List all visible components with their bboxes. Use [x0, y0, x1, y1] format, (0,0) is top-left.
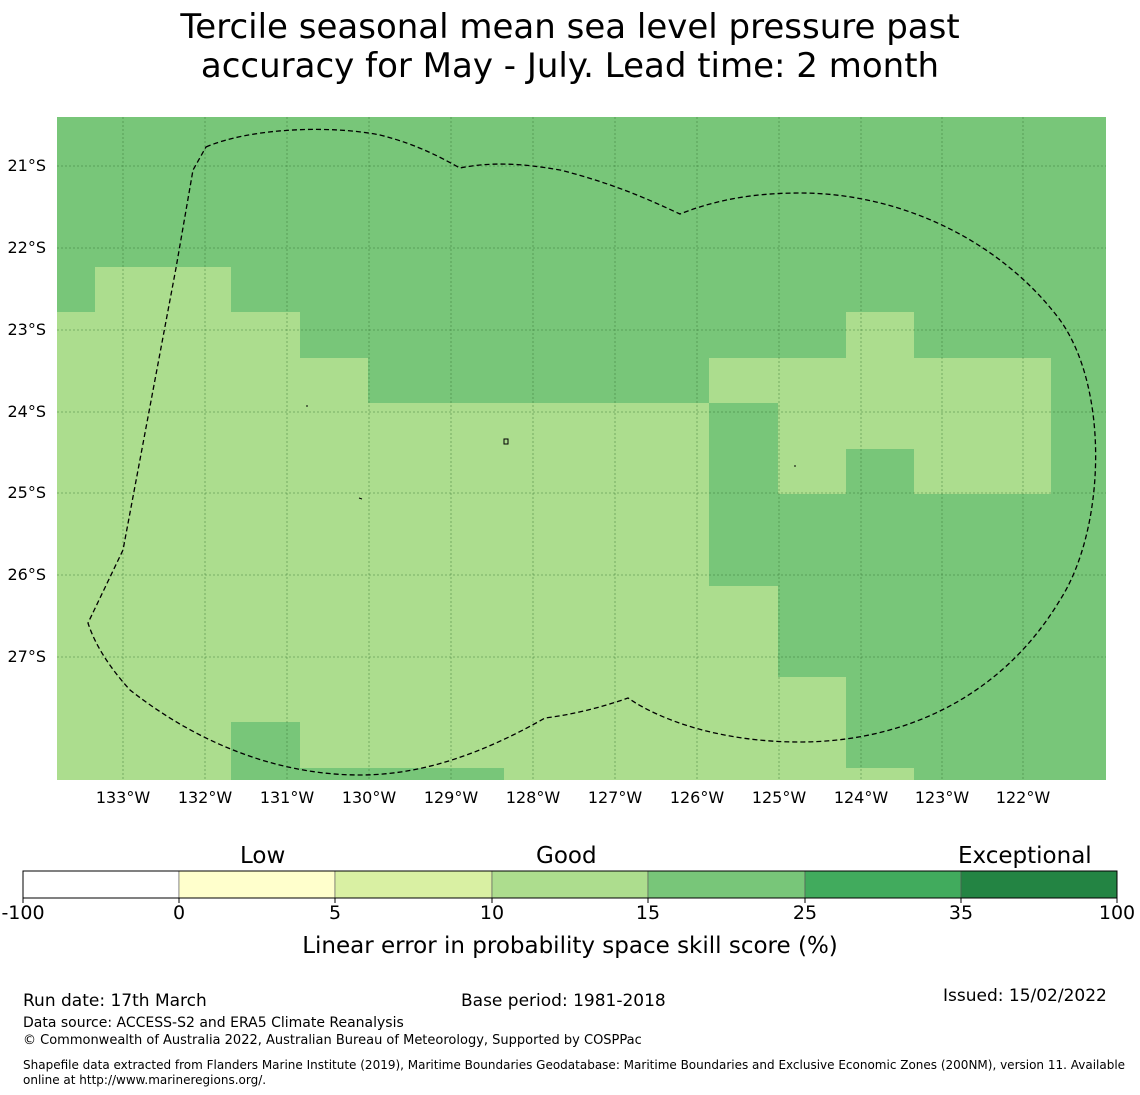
latitude-label: 23°S [7, 320, 46, 339]
data-source: Data source: ACCESS-S2 and ERA5 Climate … [23, 1015, 404, 1031]
skill-cell [846, 449, 914, 494]
skill-cell [1051, 358, 1106, 494]
colorbar [22, 870, 1118, 903]
longitude-label: 133°W [95, 788, 151, 807]
longitude-label: 132°W [177, 788, 233, 807]
skill-cell [231, 722, 300, 780]
latitude-label: 24°S [7, 402, 46, 421]
skill-cell [368, 358, 709, 403]
skill-grid-cells [57, 117, 1106, 780]
colorbar-tick-label: 35 [948, 902, 974, 924]
island-outline [358, 497, 363, 500]
title-line-1: Tercile seasonal mean sea level pressure… [180, 7, 960, 47]
shapefile-credit-line-2: online at http://www.marineregions.org/. [23, 1073, 267, 1087]
island-outlines [306, 405, 796, 500]
colorbar-label: Linear error in probability space skill … [302, 933, 838, 959]
longitude-label: 124°W [833, 788, 889, 807]
skill-cell [846, 677, 1106, 768]
graticule [57, 117, 1106, 780]
run-date: Run date: 17th March [23, 991, 207, 1011]
copyright: © Commonwealth of Australia 2022, Austra… [23, 1033, 642, 1048]
skill-cell [709, 403, 778, 586]
category-label-exceptional: Exceptional [958, 843, 1092, 869]
colorbar-segment [647, 870, 806, 899]
category-label-low: Low [240, 843, 286, 869]
colorbar-segment [491, 870, 649, 899]
base-period: Base period: 1981-2018 [461, 991, 666, 1011]
longitude-label: 123°W [914, 788, 970, 807]
skill-cell [914, 312, 1106, 358]
colorbar-tick-label: 15 [635, 902, 661, 924]
shapefile-credit-line-1: Shapefile data extracted from Flanders M… [23, 1058, 1126, 1072]
longitude-label: 126°W [669, 788, 725, 807]
title-line-2: accuracy for May - July. Lead time: 2 mo… [200, 46, 940, 86]
latitude-label: 26°S [7, 565, 46, 584]
colorbar-segment [960, 870, 1118, 899]
latitude-label: 25°S [7, 483, 46, 502]
skill-cell [57, 176, 95, 312]
colorbar-tick-label: 0 [172, 902, 186, 924]
longitude-label: 125°W [751, 788, 807, 807]
latitude-label: 27°S [7, 647, 46, 666]
skill-cell [300, 768, 504, 780]
colorbar-segment [178, 870, 336, 899]
longitude-label: 130°W [341, 788, 397, 807]
issued-date: Issued: 15/02/2022 [943, 986, 1107, 1006]
skill-cell [914, 768, 1106, 780]
category-label-good: Good [536, 843, 597, 869]
latitude-label: 21°S [7, 156, 46, 175]
longitude-label: 131°W [259, 788, 315, 807]
colorbar-tick-label: 25 [792, 902, 818, 924]
colorbar-segment [804, 870, 962, 899]
colorbar-segment [22, 870, 180, 899]
colorbar-segment [334, 870, 493, 899]
longitude-label: 129°W [423, 788, 479, 807]
colorbar-tick-label: 5 [328, 902, 342, 924]
longitude-label: 127°W [587, 788, 643, 807]
longitude-label: 122°W [995, 788, 1051, 807]
skill-cell [300, 312, 846, 358]
longitude-label: 128°W [505, 788, 561, 807]
eez-boundary [87, 128, 1097, 776]
colorbar-tick-label: 10 [479, 902, 505, 924]
skill-cell [95, 176, 1106, 267]
map-title: Tercile seasonal mean sea level pressure… [0, 8, 1140, 86]
island-outline [503, 438, 509, 445]
latitude-label: 22°S [7, 238, 46, 257]
skill-cell [231, 267, 1106, 312]
colorbar-tick-label: -100 [1, 902, 45, 924]
colorbar-outline [22, 870, 1118, 899]
skill-cell [57, 117, 1106, 176]
colorbar-tick-label: 100 [1098, 902, 1136, 924]
